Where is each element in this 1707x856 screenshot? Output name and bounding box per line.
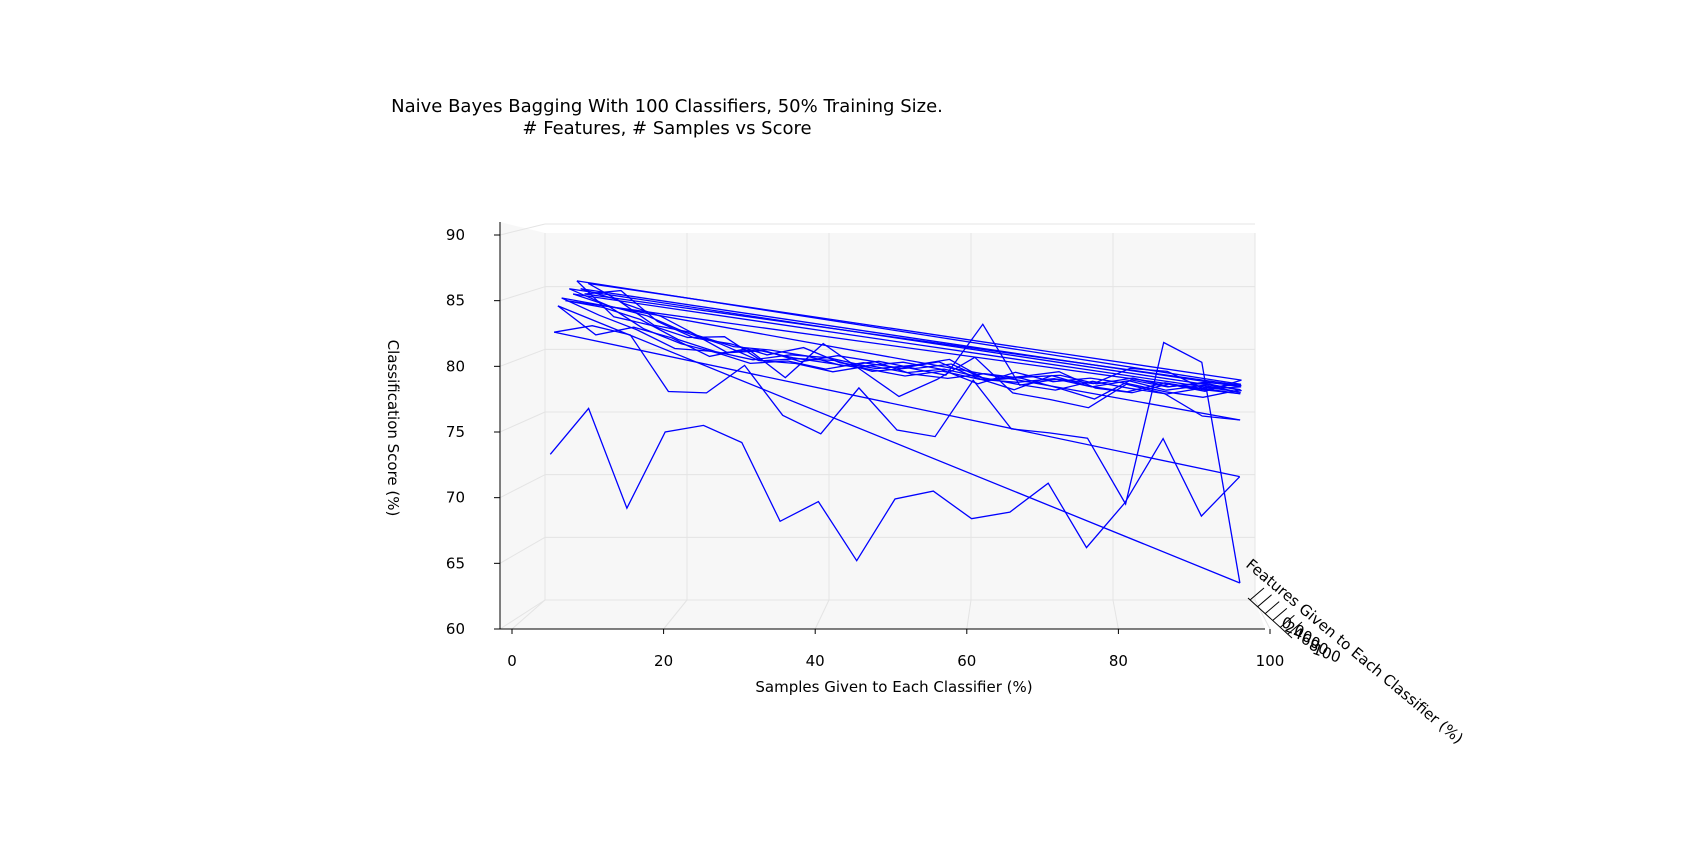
z-tick-label: 80 [446,357,465,375]
z-side-gridline [499,536,546,564]
x-axis-label: Samples Given to Each Classifier (%) [755,678,1032,696]
x-floor-gridline [1112,599,1119,630]
axes-panes [500,222,1265,629]
y-tick-mark [1257,594,1272,608]
z-side-gridline [499,286,546,302]
z-side-gridline [499,599,546,630]
grid-lines [499,223,1271,630]
z-tick-label: 90 [446,226,465,244]
axis-lines [499,222,1293,639]
series-line-5 [565,299,1241,398]
y-tick-mark [1280,614,1295,628]
y-tick-mark [1249,587,1265,601]
x-tick-label: 20 [654,652,673,670]
back-pane [545,233,1255,600]
series-connector [573,293,1241,393]
x-tick-label: 0 [507,652,517,670]
series-connector [584,293,1242,387]
x-floor-gridline [966,599,972,630]
series-connector [588,282,1242,381]
series-line-10 [584,289,1242,394]
z-tick-label: 70 [446,489,465,507]
y-axis-line [1247,597,1293,639]
z-side-gridline [499,474,546,499]
y-tick-label: 60 [1299,630,1323,653]
series-line-11 [587,282,1242,392]
x-floor-gridline [1254,599,1271,630]
x-tick-label: 60 [957,652,976,670]
series-lines [549,280,1242,584]
z-tick-label: 75 [446,423,465,441]
z-side-gridline [499,348,546,367]
y-tick-mark [1272,608,1288,621]
y-tick-label: 40 [1291,624,1315,647]
series-connector [565,299,1241,395]
z-tick-label: 85 [446,292,465,310]
series-connector [561,297,1241,421]
x-tick-label: 40 [806,652,825,670]
floor-pane [500,600,1265,629]
z-tick-label: 65 [446,554,465,572]
y-tick-label: 80 [1307,636,1331,659]
chart-title-line1: Naive Bayes Bagging With 100 Classifiers… [391,96,943,117]
z-tick-labels: 60 65 70 75 80 85 90 [446,226,500,638]
x-tick-label: 100 [1256,652,1285,670]
x-tick-label: 80 [1109,652,1128,670]
chart-title-line2: # Features, # Samples vs Score [522,118,811,139]
x-tick-labels: 0 20 40 60 80 100 [507,629,1284,670]
series-connector [557,305,1241,584]
x-floor-gridline [511,599,546,630]
x-floor-gridline [663,599,688,630]
x-floor-gridline [814,599,830,630]
z-tick-label: 60 [446,620,465,638]
series-line-2 [553,325,1241,584]
series-line-8 [576,280,1242,390]
y-tick-mark [1264,601,1280,614]
y-tick-mark [1287,621,1303,635]
series-connector [553,331,1240,478]
series-line-3 [557,305,1241,421]
z-side-gridline [499,411,546,433]
z-axis-label: Classification Score (%) [384,340,402,517]
side-pane [500,222,545,629]
z-side-gridline [499,223,546,236]
